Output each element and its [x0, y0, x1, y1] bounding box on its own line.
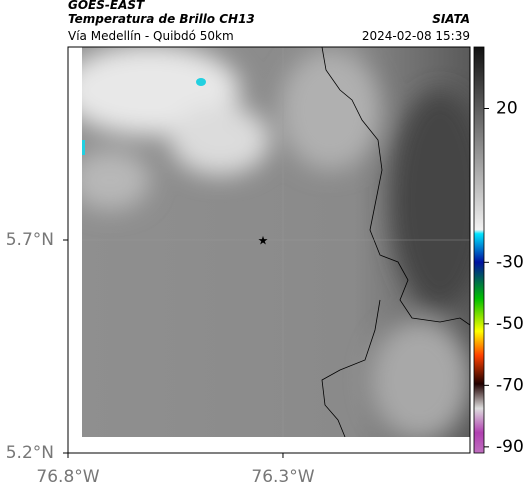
satellite-image	[82, 47, 470, 437]
y-tick-label: 5.7°N	[6, 230, 54, 250]
colorbar-tick-label: -30	[496, 252, 524, 272]
timestamp: 2024-02-08 15:39	[362, 29, 470, 43]
source: SIATA	[432, 12, 470, 26]
x-tick-label: 76.3°W	[251, 467, 314, 487]
map-frame	[67, 46, 471, 454]
route: Vía Medellín - Quibdó 50km	[68, 29, 234, 43]
subtitle: Temperatura de Brillo CH13	[68, 12, 255, 26]
y-tick-label: 5.2°N	[6, 443, 54, 463]
title: GOES-EAST	[68, 0, 145, 12]
x-tick-label: 76.8°W	[36, 467, 99, 487]
colorbar	[473, 46, 485, 454]
colorbar-tick-label: -50	[496, 314, 524, 334]
colorbar-tick-label: 20	[496, 99, 518, 119]
colorbar-tick-label: -90	[496, 437, 524, 457]
location-marker: ★	[258, 234, 269, 248]
colorbar-tick-label: -70	[496, 375, 524, 395]
